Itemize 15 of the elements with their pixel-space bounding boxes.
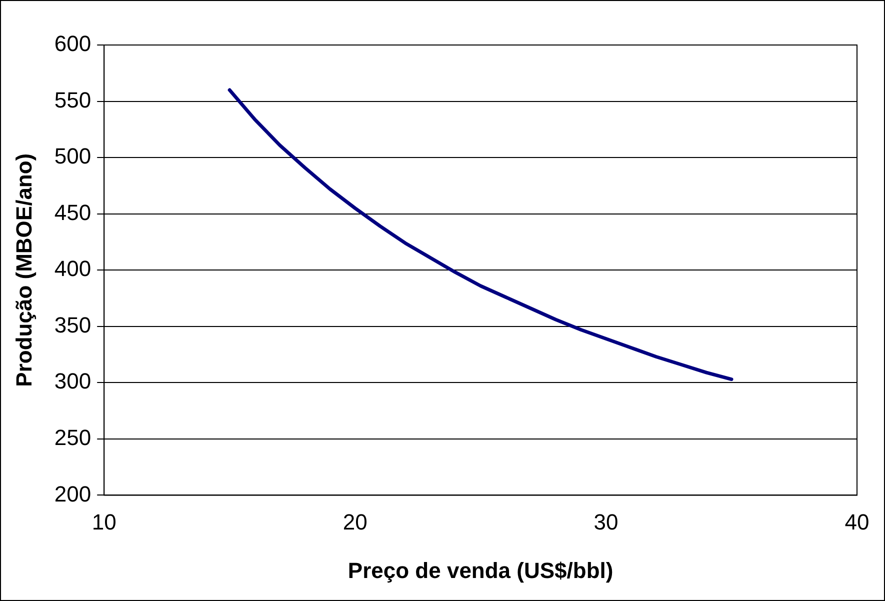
x-axis-title: Preço de venda (US$/bbl)	[348, 558, 614, 583]
y-tick-label: 550	[54, 87, 92, 112]
y-tick-label: 200	[54, 481, 92, 506]
y-tick-label: 300	[54, 368, 92, 394]
x-tick-label: 10	[92, 509, 116, 534]
y-tick-label: 350	[54, 312, 92, 338]
x-tick-label: 20	[342, 509, 368, 534]
y-tick-label: 400	[54, 256, 92, 282]
y-tick-label: 250	[54, 424, 92, 450]
y-tick-label: 500	[54, 144, 92, 169]
x-tick-label: 40	[844, 509, 870, 534]
y-axis-title: Produção (MBOE/ano)	[11, 153, 36, 387]
y-tick-label: 600	[54, 31, 92, 56]
x-tick-label: 30	[594, 509, 618, 534]
y-tick-label: 450	[54, 200, 92, 225]
